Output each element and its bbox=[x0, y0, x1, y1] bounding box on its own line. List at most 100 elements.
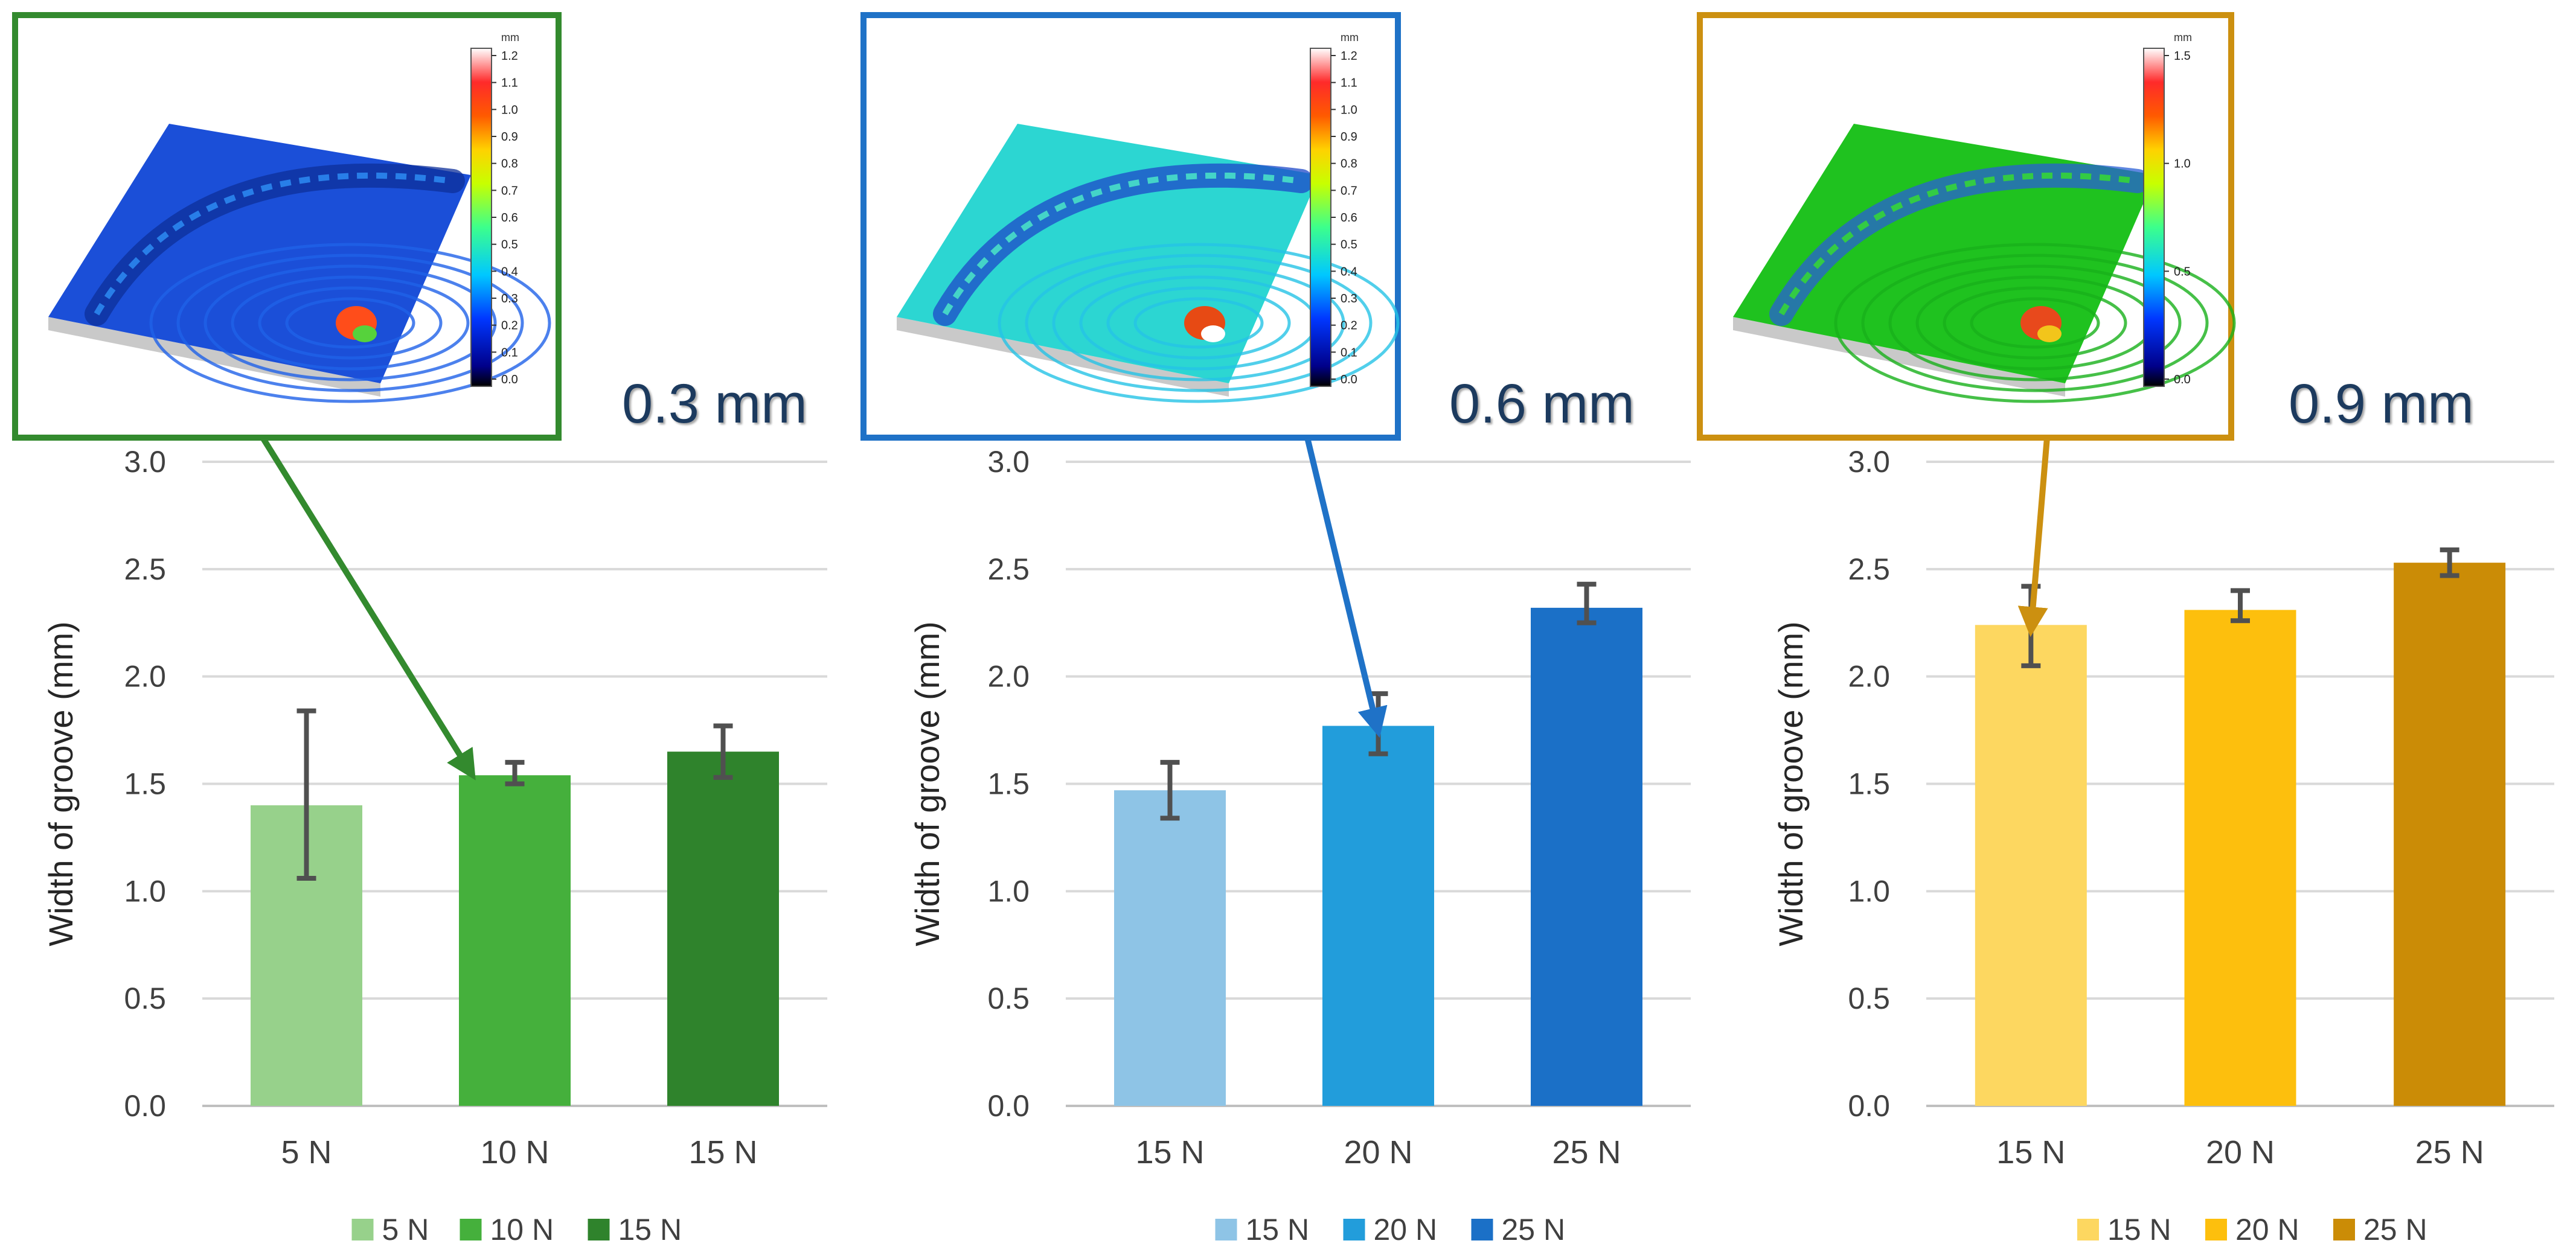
bar-25n bbox=[2394, 563, 2506, 1106]
y-tick-label: 1.0 bbox=[1848, 874, 1890, 908]
annotation-label: 0.6 mm bbox=[1449, 373, 1635, 435]
colorbar-tick-label: 0.0 bbox=[2174, 373, 2191, 386]
inset-surface-scan: mm 1.2 1.1 1.0 0.9 0.8 0.7 0.6 0.5 0.4 0.3 0.2 0.1 0.… bbox=[12, 12, 562, 441]
surface-ripple bbox=[1106, 286, 1291, 360]
debris-mark bbox=[353, 325, 377, 342]
colorbar-tick-label: 0.2 bbox=[1341, 319, 1357, 333]
surface-ripple bbox=[231, 275, 470, 371]
groove-ridge bbox=[942, 172, 1302, 316]
y-tick-label: 1.0 bbox=[124, 874, 166, 908]
y-tick-label: 0.0 bbox=[987, 1089, 1030, 1123]
y-tick-label: 2.5 bbox=[987, 552, 1030, 586]
bar-15n bbox=[1114, 790, 1226, 1106]
colorbar-tick-label: 0.3 bbox=[501, 292, 518, 305]
colorbar-tick-label: 0.6 bbox=[1341, 211, 1357, 225]
debris-mark bbox=[2037, 325, 2062, 342]
y-tick-label: 2.5 bbox=[124, 552, 166, 586]
debris-mark bbox=[1201, 325, 1225, 342]
y-tick-label: 2.0 bbox=[1848, 660, 1890, 694]
y-axis-label: Width of groove (mm) bbox=[42, 621, 80, 946]
error-bar bbox=[1160, 759, 1180, 821]
colorbar-tick-label: 1.0 bbox=[1341, 103, 1357, 117]
colorbar-tick-label: 0.1 bbox=[1341, 346, 1357, 359]
y-tick-label: 0.5 bbox=[1848, 982, 1890, 1015]
colorbar-tick-label: 0.2 bbox=[501, 319, 518, 333]
y-axis-label: Width of groove (mm) bbox=[908, 621, 946, 946]
surface-ripple bbox=[1861, 254, 2209, 392]
surface-ripple bbox=[149, 243, 551, 403]
x-tick-label: 25 N bbox=[1552, 1134, 1621, 1170]
bar-20n bbox=[2184, 610, 2296, 1106]
legend: 5 N 10 N 15 N bbox=[351, 1213, 682, 1247]
legend-swatch bbox=[1215, 1219, 1237, 1240]
legend: 15 N 20 N 25 N bbox=[2077, 1213, 2427, 1247]
legend-swatch bbox=[351, 1219, 374, 1240]
annotation-label: 0.3 mm bbox=[622, 373, 807, 435]
y-tick-label: 3.0 bbox=[1848, 445, 1890, 479]
y-axis-label: Width of groove (mm) bbox=[1772, 621, 1810, 946]
colorbar-tick-label: 1.5 bbox=[2174, 49, 2191, 63]
chart-panel-3: 0.0 0.5 1.0 1.5 2.0 2.5 3.0 Width of groove (mm… bbox=[1697, 12, 2554, 1247]
annotation-label: 0.9 mm bbox=[2289, 373, 2474, 435]
y-tick-label: 2.5 bbox=[1848, 552, 1890, 586]
inset-surface-scan: mm 1.2 1.1 1.0 0.9 0.8 0.7 0.6 0.5 0.4 0.3 0.2 0.1 0.… bbox=[860, 12, 1401, 441]
colorbar-tick-label: 0.0 bbox=[501, 373, 518, 386]
y-tick-label: 1.5 bbox=[987, 767, 1030, 801]
chart-panel-1: 0.0 0.5 1.0 1.5 2.0 2.5 3.0 Width of groove (mm… bbox=[12, 12, 827, 1247]
surface-ripple bbox=[1943, 286, 2127, 360]
x-tick-label: 15 N bbox=[1135, 1134, 1204, 1170]
colorbar-tick-label: 0.3 bbox=[1341, 292, 1357, 305]
y-tick-label: 2.0 bbox=[987, 660, 1030, 694]
legend-label: 20 N bbox=[2235, 1213, 2299, 1247]
legend-label: 15 N bbox=[618, 1213, 682, 1247]
colorbar bbox=[1310, 48, 1331, 387]
groove-ridge bbox=[94, 172, 453, 316]
error-bar bbox=[2440, 547, 2459, 578]
inset-surface-scan: mm 1.5 1.0 0.5 0.0 bbox=[1697, 12, 2236, 441]
colorbar bbox=[470, 48, 492, 387]
x-tick-label: 5 N bbox=[281, 1134, 332, 1170]
colorbar-tick-label: 0.0 bbox=[1341, 373, 1357, 386]
legend-label: 15 N bbox=[1246, 1213, 1310, 1247]
legend-label: 20 N bbox=[1374, 1213, 1438, 1247]
y-tick-label: 0.0 bbox=[124, 1089, 166, 1123]
x-tick-label: 20 N bbox=[2206, 1134, 2275, 1170]
legend-label: 15 N bbox=[2107, 1213, 2171, 1247]
bar-10n bbox=[459, 775, 571, 1106]
colorbar-tick-label: 1.2 bbox=[1341, 49, 1357, 63]
colorbar-tick-label: 0.7 bbox=[501, 184, 518, 197]
legend-label: 25 N bbox=[1502, 1213, 1566, 1247]
error-bar bbox=[296, 708, 316, 881]
legend-label: 5 N bbox=[382, 1213, 429, 1247]
error-bar bbox=[1577, 581, 1597, 625]
legend-swatch bbox=[460, 1219, 482, 1240]
y-tick-label: 1.5 bbox=[124, 767, 166, 801]
x-tick-label: 10 N bbox=[480, 1134, 549, 1170]
legend-label: 10 N bbox=[490, 1213, 554, 1247]
y-tick-label: 1.5 bbox=[1848, 767, 1890, 801]
bar-15n bbox=[667, 752, 779, 1106]
legend-swatch bbox=[2333, 1219, 2355, 1240]
colorbar-tick-label: 1.0 bbox=[501, 103, 518, 117]
colorbar-unit: mm bbox=[1341, 31, 1359, 43]
surface-ripple bbox=[203, 264, 497, 382]
colorbar-tick-label: 1.1 bbox=[501, 77, 518, 90]
colorbar-tick-label: 1.0 bbox=[2174, 158, 2191, 171]
x-tick-label: 15 N bbox=[1996, 1134, 2065, 1170]
chart-panel-2: 0.0 0.5 1.0 1.5 2.0 2.5 3.0 Width of groove (mm… bbox=[860, 12, 1691, 1247]
colorbar-tick-label: 0.1 bbox=[501, 346, 518, 359]
surface-ripple bbox=[1970, 297, 2100, 349]
y-tick-label: 0.5 bbox=[987, 982, 1030, 1015]
error-bar bbox=[2231, 588, 2250, 624]
surface-ripple bbox=[285, 297, 415, 349]
colorbar-tick-label: 0.7 bbox=[1341, 184, 1357, 197]
legend-swatch bbox=[2077, 1219, 2099, 1240]
bar-15n bbox=[1975, 625, 2087, 1106]
surface-ripple bbox=[176, 254, 524, 392]
surface-ripple bbox=[258, 286, 443, 360]
surface-ripple bbox=[1133, 297, 1264, 349]
error-bar bbox=[505, 759, 525, 787]
legend-label: 25 N bbox=[2363, 1213, 2427, 1247]
surface-ripple bbox=[1834, 243, 2236, 403]
y-tick-label: 3.0 bbox=[124, 445, 166, 479]
